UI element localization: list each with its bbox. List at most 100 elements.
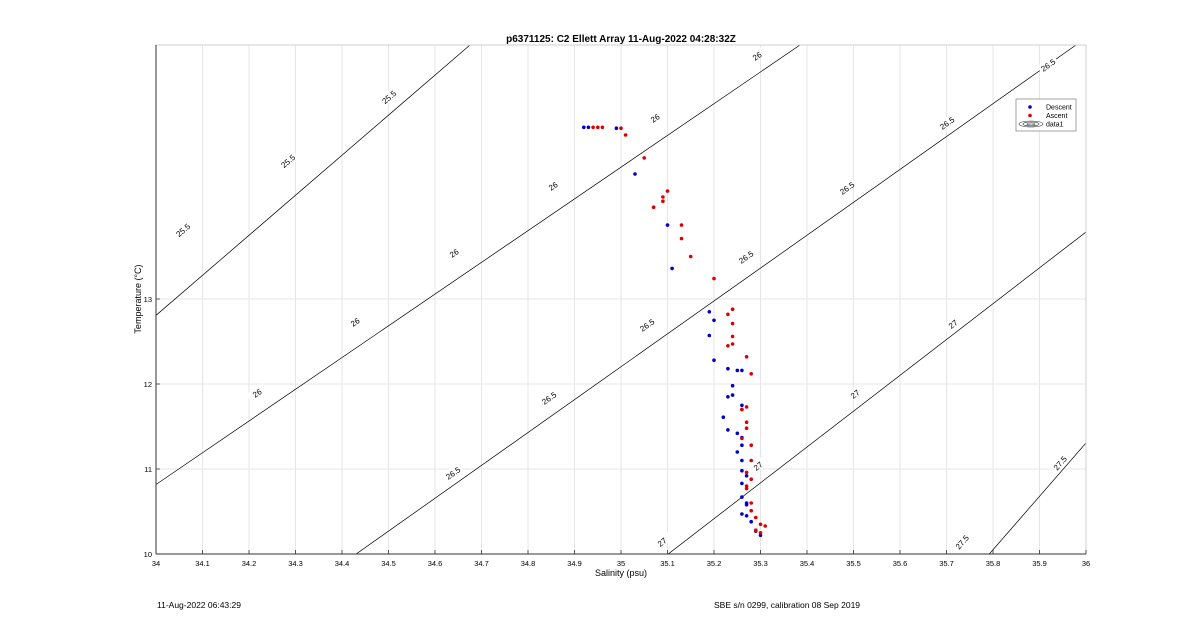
- x-tick-label: 36: [1082, 559, 1090, 568]
- descent-point: [740, 495, 744, 499]
- density-contour-line: [156, 45, 801, 485]
- legend: Descent Ascent data1: [1015, 98, 1077, 132]
- x-axis-label: Salinity (psu): [595, 568, 647, 578]
- density-contour-label: 27.5: [1049, 452, 1070, 474]
- descent-point: [740, 468, 744, 473]
- x-tick-label: 35.7: [939, 559, 954, 568]
- legend-descent-label: Descent: [1046, 105, 1072, 112]
- ascent-point: [726, 344, 730, 348]
- descent-point: [730, 383, 735, 388]
- density-contour-line: [156, 45, 471, 316]
- ascent-point: [740, 407, 744, 412]
- ascent-point: [619, 126, 623, 130]
- footer-timestamp: 11-Aug-2022 06:43:29: [157, 600, 241, 610]
- ascent-point: [591, 125, 595, 130]
- density-contour-label: 26.5: [537, 388, 560, 408]
- ascent-point: [744, 355, 749, 359]
- ascent-point: [744, 426, 749, 431]
- x-tick-label: 35.3: [753, 559, 768, 568]
- density-contour-label: 27: [942, 313, 964, 334]
- density-contour-label: 26.5: [734, 247, 757, 267]
- x-tick-label: 35.1: [660, 559, 675, 568]
- x-tick-label: 34.4: [335, 559, 350, 568]
- density-contour-line: [355, 45, 1077, 554]
- x-tick-label: 34.8: [521, 559, 536, 568]
- ascent-point: [730, 342, 735, 346]
- legend-ascent-label: Ascent: [1046, 113, 1067, 120]
- ascent-point: [749, 477, 753, 482]
- descent-point: [665, 223, 670, 227]
- descent-point: [670, 266, 674, 271]
- x-tick-label: 35.2: [707, 559, 722, 568]
- ascent-point: [763, 524, 767, 528]
- density-contour-label: 26: [245, 383, 268, 402]
- density-contour-label: 26: [643, 108, 666, 127]
- x-tick-label: 34.9: [567, 559, 582, 568]
- ascent-point: [749, 443, 753, 448]
- descent-point: [744, 514, 749, 518]
- descent-point: [735, 450, 740, 454]
- descent-point: [758, 533, 763, 538]
- descent-point: [614, 126, 619, 130]
- x-tick-label: 35.9: [1032, 559, 1047, 568]
- density-contour-label: 25.5: [172, 219, 194, 240]
- legend-data1-label: data1: [1046, 122, 1064, 129]
- density-contour-label: 26: [541, 176, 564, 195]
- ascent-point: [744, 470, 749, 475]
- ascent-point: [754, 528, 758, 532]
- descent-point: [740, 481, 744, 486]
- descent-point: [740, 458, 744, 463]
- descent-point: [712, 318, 716, 323]
- x-tick-label: 34.3: [288, 559, 303, 568]
- data-points: [582, 125, 767, 538]
- descent-point: [707, 333, 712, 338]
- ascent-point: [749, 458, 753, 463]
- x-tick-label: 34: [152, 559, 160, 568]
- density-contour-label: 27: [844, 383, 866, 404]
- ascent-point: [740, 436, 744, 441]
- ascent-point: [679, 223, 684, 227]
- ascent-point: [758, 522, 763, 527]
- descent-point: [749, 519, 753, 524]
- descent-point: [582, 125, 586, 130]
- ascent-point: [726, 312, 730, 317]
- ascent-point: [712, 276, 716, 281]
- ascent-point: [600, 125, 605, 130]
- ascent-point: [642, 156, 646, 160]
- ascent-point: [661, 195, 665, 199]
- descent-point: [740, 443, 744, 448]
- y-tick-label: 10: [144, 550, 152, 559]
- descent-point: [726, 428, 730, 432]
- footer-instrument-info: SBE s/n 0299, calibration 08 Sep 2019: [714, 600, 861, 610]
- x-tick-label: 35: [617, 559, 625, 568]
- ascent-point: [688, 254, 693, 259]
- x-tick-label: 34.7: [474, 559, 489, 568]
- descent-point: [744, 501, 749, 505]
- x-tick-label: 35.8: [986, 559, 1001, 568]
- ascent-point: [665, 189, 670, 193]
- density-contour-line: [667, 231, 1086, 554]
- ascent-point: [744, 486, 749, 491]
- ascent-point: [730, 307, 735, 312]
- descent-point: [735, 368, 740, 373]
- descent-point: [633, 172, 637, 176]
- density-contour-label: 26.5: [835, 178, 858, 198]
- density-contour-label: 26: [442, 243, 465, 262]
- ascent-point: [744, 405, 749, 409]
- x-tick-label: 34.1: [195, 559, 210, 568]
- y-tick-label: 12: [144, 380, 152, 389]
- y-tick-label: 13: [144, 295, 152, 304]
- descent-point: [726, 366, 730, 371]
- ascent-point: [749, 372, 753, 376]
- density-contour-label: 26: [745, 46, 768, 65]
- x-tick-label: 34.5: [381, 559, 396, 568]
- ascent-point: [758, 531, 763, 535]
- descent-point: [707, 310, 712, 314]
- ascent-point: [744, 420, 749, 425]
- density-contours: [156, 45, 1086, 554]
- legend-ascent-marker: [1028, 113, 1032, 118]
- descent-point: [730, 393, 735, 397]
- descent-point: [740, 512, 744, 516]
- ascent-point: [730, 321, 735, 326]
